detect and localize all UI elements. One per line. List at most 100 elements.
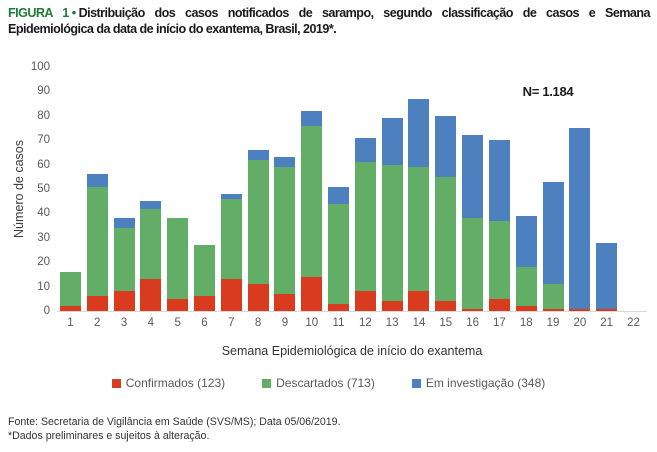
bar-slot: [620, 67, 647, 311]
bar-stack: [220, 193, 242, 311]
bar-segment: [274, 157, 296, 168]
bar-segment: [167, 298, 189, 311]
bar-segment: [86, 296, 108, 311]
bar-slot: [298, 67, 325, 311]
bar-segment: [408, 167, 430, 292]
bar-segment: [247, 284, 269, 311]
legend-swatch-icon: [262, 378, 272, 388]
bar-segment: [86, 174, 108, 187]
x-tick-label: 15: [439, 317, 453, 329]
legend-label: Confirmados (123): [125, 376, 226, 390]
x-tick-label: 19: [546, 317, 560, 329]
bar-segment: [542, 284, 564, 309]
bar-segment: [354, 137, 376, 163]
footer-source: Fonte: Secretaria de Vigilância em Saúde…: [8, 416, 341, 428]
bar-slot: [593, 67, 620, 311]
bar-segment: [274, 293, 296, 311]
bar-segment: [193, 296, 215, 311]
y-tick-label: 20: [37, 256, 50, 269]
bar-slot: [111, 67, 138, 311]
bar-segment: [328, 303, 350, 311]
plot-area: [57, 67, 647, 312]
bar-segment: [59, 306, 81, 311]
figure-label: FIGURA 1: [8, 6, 69, 20]
bar-segment: [435, 301, 457, 311]
y-tick-label: 80: [37, 109, 50, 122]
legend-item: Em investigação (348): [411, 376, 545, 390]
footer: Fonte: Secretaria de Vigilância em Saúde…: [8, 415, 341, 443]
legend-item: Confirmados (123): [111, 376, 226, 390]
figure-title-line1: FIGURA 1 • Distribuição dos casos notifica…: [8, 5, 651, 21]
bar-slot: [191, 67, 218, 311]
x-tick-label: 13: [385, 317, 399, 329]
bar-segment: [488, 298, 510, 311]
bar-stack: [596, 242, 618, 311]
bar-segment: [381, 164, 403, 302]
bar-segment: [596, 242, 618, 309]
bar-slot: [218, 67, 245, 311]
y-tick-label: 70: [37, 134, 50, 147]
title-bullet: •: [71, 6, 76, 20]
bar-stack: [167, 218, 189, 311]
bar-slot: [57, 67, 84, 311]
y-tick-label: 40: [37, 207, 50, 220]
bar-slot: [486, 67, 513, 311]
bar-segment: [193, 245, 215, 297]
bar-segment: [220, 198, 242, 280]
x-tick-label: 21: [600, 317, 614, 329]
bar-segment: [515, 306, 537, 311]
bar-segment: [140, 201, 162, 209]
bar-segment: [462, 135, 484, 219]
bar-segment: [301, 276, 323, 311]
bar-segment: [59, 271, 81, 307]
legend-item: Descartados (713): [262, 376, 375, 390]
bar-segment: [542, 181, 564, 285]
bar-stack: [59, 271, 81, 311]
x-tick-label: 8: [254, 317, 262, 329]
bar-stack: [301, 110, 323, 311]
title-text-line2: Epidemiológica da data de início do exan…: [8, 22, 337, 36]
x-axis-title: Semana Epidemiológica de início do exant…: [221, 344, 483, 358]
y-tick-label: 30: [37, 231, 50, 244]
bar-slot: [459, 67, 486, 311]
bar-segment: [596, 308, 618, 311]
bar-stack: [86, 174, 108, 311]
bar-segment: [220, 193, 242, 199]
x-tick-label: 18: [519, 317, 533, 329]
bar-segment: [381, 118, 403, 165]
bar-segment: [569, 128, 591, 309]
y-tick-label: 50: [37, 183, 50, 195]
x-tick-label: 3: [120, 317, 128, 329]
bar-segment: [515, 215, 537, 268]
bar-stack: [247, 149, 269, 311]
bar-segment: [301, 125, 323, 277]
legend-swatch-icon: [411, 378, 421, 388]
bar-segment: [435, 115, 457, 177]
bar-stack: [140, 201, 162, 311]
bar-segment: [435, 176, 457, 302]
bar-stack: [113, 218, 135, 311]
x-tick-label: 1: [67, 317, 74, 329]
y-tick-label: 100: [30, 61, 50, 73]
legend-label: Descartados (713): [276, 376, 375, 390]
bar-segment: [381, 301, 403, 311]
bar-slot: [540, 67, 567, 311]
bar-segment: [86, 186, 108, 297]
bar-stack: [381, 118, 403, 311]
bar-segment: [301, 110, 323, 126]
x-axis-ticks: 1 2 3 4 5 6 7 8 9 10 11 12 13 14 15 16 17 18 19 20 21 22: [57, 317, 647, 329]
x-tick-label: 17: [493, 317, 506, 329]
x-tick-label: 4: [147, 317, 155, 329]
title-text-line1: Distribuição dos casos notificados de sa…: [78, 6, 651, 20]
bar-segment: [113, 228, 135, 292]
n-total-label: N= 1.184: [522, 84, 574, 99]
bar-segment: [220, 279, 242, 311]
bar-slot: [325, 67, 352, 311]
bar-stack: [274, 157, 296, 311]
x-tick-label: 20: [573, 317, 587, 329]
bar-stack: [542, 181, 564, 311]
bar-slot: [164, 67, 191, 311]
x-tick-label: 9: [281, 317, 289, 329]
bar-slot: [513, 67, 540, 311]
